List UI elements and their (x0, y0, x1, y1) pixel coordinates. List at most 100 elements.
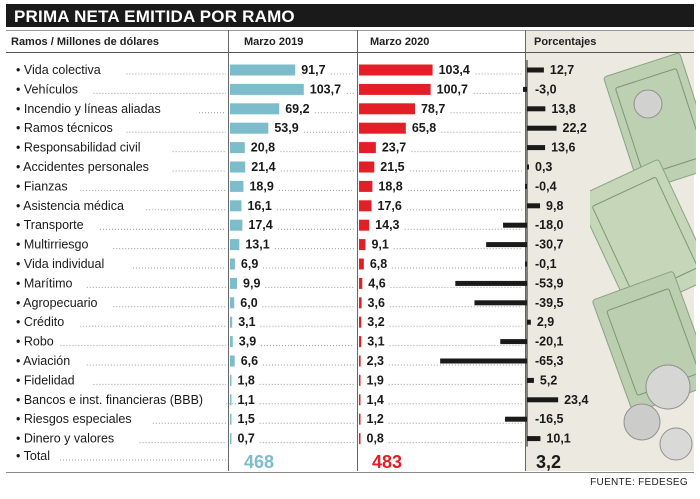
bar-2020 (359, 394, 361, 406)
bar-2020 (359, 258, 364, 270)
bar-2019 (230, 355, 235, 367)
column-divider (357, 30, 358, 471)
value-label-2020: 78,7 (421, 102, 445, 116)
category-label: • Vida colectiva (16, 63, 101, 77)
value-label-2020: 103,4 (439, 63, 470, 77)
percent-label: 13,8 (551, 102, 575, 116)
value-label-2019: 6,9 (241, 257, 258, 271)
bar-2020 (359, 103, 415, 115)
category-label: • Responsabilidad civil (16, 141, 141, 155)
value-label-2019: 9,9 (243, 276, 260, 290)
category-label: • Dinero y valores (16, 432, 114, 446)
title-bar: PRIMA NETA EMITIDA POR RAMO (6, 4, 694, 27)
percent-label: 10,1 (546, 432, 570, 446)
percent-bar (505, 416, 527, 422)
percent-label: -39,5 (535, 296, 564, 310)
percent-bar (527, 106, 546, 112)
category-label: • Riesgos especiales (16, 412, 132, 426)
percent-bar (525, 261, 527, 267)
category-label: • Crédito (16, 315, 64, 329)
bar-2019 (230, 336, 233, 348)
value-label-2019: 1,5 (238, 412, 255, 426)
percent-bar (527, 436, 541, 442)
percent-label: 12,7 (550, 63, 574, 77)
bar-2019 (230, 142, 245, 154)
percent-bar (474, 300, 527, 306)
category-label: • Fianzas (16, 179, 68, 193)
value-label-2019: 21,4 (251, 160, 275, 174)
bar-2019 (230, 433, 232, 445)
header-row: Ramos / Millones de dólares Marzo 2019 M… (6, 30, 694, 53)
percent-bar (527, 203, 541, 209)
header-porcentajes: Porcentajes (534, 36, 597, 48)
bar-2020 (359, 355, 361, 367)
bar-2019 (230, 64, 296, 76)
header-marzo-2020: Marzo 2020 (370, 36, 430, 48)
value-label-2020: 3,1 (367, 335, 384, 349)
percent-label: 23,4 (564, 393, 588, 407)
value-label-2019: 13,1 (245, 238, 269, 252)
percent-bar (503, 222, 527, 228)
money-illustration (590, 52, 696, 461)
percent-bar (500, 339, 527, 345)
category-label: • Marítimo (16, 276, 73, 290)
chart-title: PRIMA NETA EMITIDA POR RAMO (14, 7, 295, 26)
bar-2019 (230, 122, 269, 134)
value-label-2019: 69,2 (285, 102, 309, 116)
bar-2020 (359, 219, 370, 231)
category-label: • Vehículos (16, 82, 78, 96)
bar-2019 (230, 374, 232, 386)
percent-label: -30,7 (535, 238, 564, 252)
value-label-2019: 103,7 (310, 82, 341, 96)
value-label-2020: 0,8 (367, 432, 384, 446)
percent-bar (525, 183, 527, 189)
value-label-2020: 9,1 (371, 238, 388, 252)
value-label-2020: 65,8 (412, 121, 436, 135)
percent-label: 9,8 (546, 199, 563, 213)
bar-2019 (230, 297, 235, 309)
value-label-2019: 3,9 (239, 335, 256, 349)
value-label-2020: 3,6 (368, 296, 385, 310)
value-label-2019: 17,4 (248, 218, 272, 232)
percent-label: 2,9 (537, 315, 554, 329)
bar-2020 (359, 413, 361, 425)
total-label: • Total (16, 449, 50, 463)
percent-label: -16,5 (535, 412, 564, 426)
bar-2020 (359, 336, 362, 348)
value-label-2019: 16,1 (247, 199, 271, 213)
value-label-2020: 14,3 (375, 218, 399, 232)
value-label-2020: 6,8 (370, 257, 387, 271)
percent-label: 5,2 (540, 373, 557, 387)
percent-bar (527, 67, 544, 73)
header-marzo-2019: Marzo 2019 (244, 36, 304, 48)
value-label-2020: 18,8 (378, 179, 402, 193)
percent-bar (527, 377, 534, 383)
value-label-2020: 2,3 (367, 354, 384, 368)
header-ramos: Ramos / Millones de dólares (11, 36, 159, 48)
value-label-2019: 6,6 (241, 354, 258, 368)
bottom-rule (6, 472, 694, 473)
column-divider (525, 30, 526, 471)
category-label: • Asistencia médica (16, 199, 124, 213)
percent-bar (455, 280, 527, 286)
bar-2019 (230, 200, 242, 212)
value-label-2020: 3,2 (367, 315, 384, 329)
value-label-2019: 6,0 (240, 296, 257, 310)
bar-2020 (359, 142, 376, 154)
category-label: • Multirriesgo (16, 238, 88, 252)
value-label-2019: 1,8 (238, 373, 255, 387)
value-label-2020: 1,2 (367, 412, 384, 426)
bar-2020 (359, 316, 362, 328)
value-label-2020: 21,5 (380, 160, 404, 174)
percent-label: 13,6 (551, 141, 575, 155)
bar-2020 (359, 433, 361, 445)
bar-2019 (230, 180, 244, 192)
bar-2019 (230, 219, 243, 231)
value-label-2019: 18,9 (249, 179, 273, 193)
value-label-2020: 1,9 (367, 373, 384, 387)
percent-label: -0,4 (535, 179, 557, 193)
category-label: • Accidentes personales (16, 160, 149, 174)
percent-bar (527, 164, 529, 170)
bar-2020 (359, 122, 406, 134)
